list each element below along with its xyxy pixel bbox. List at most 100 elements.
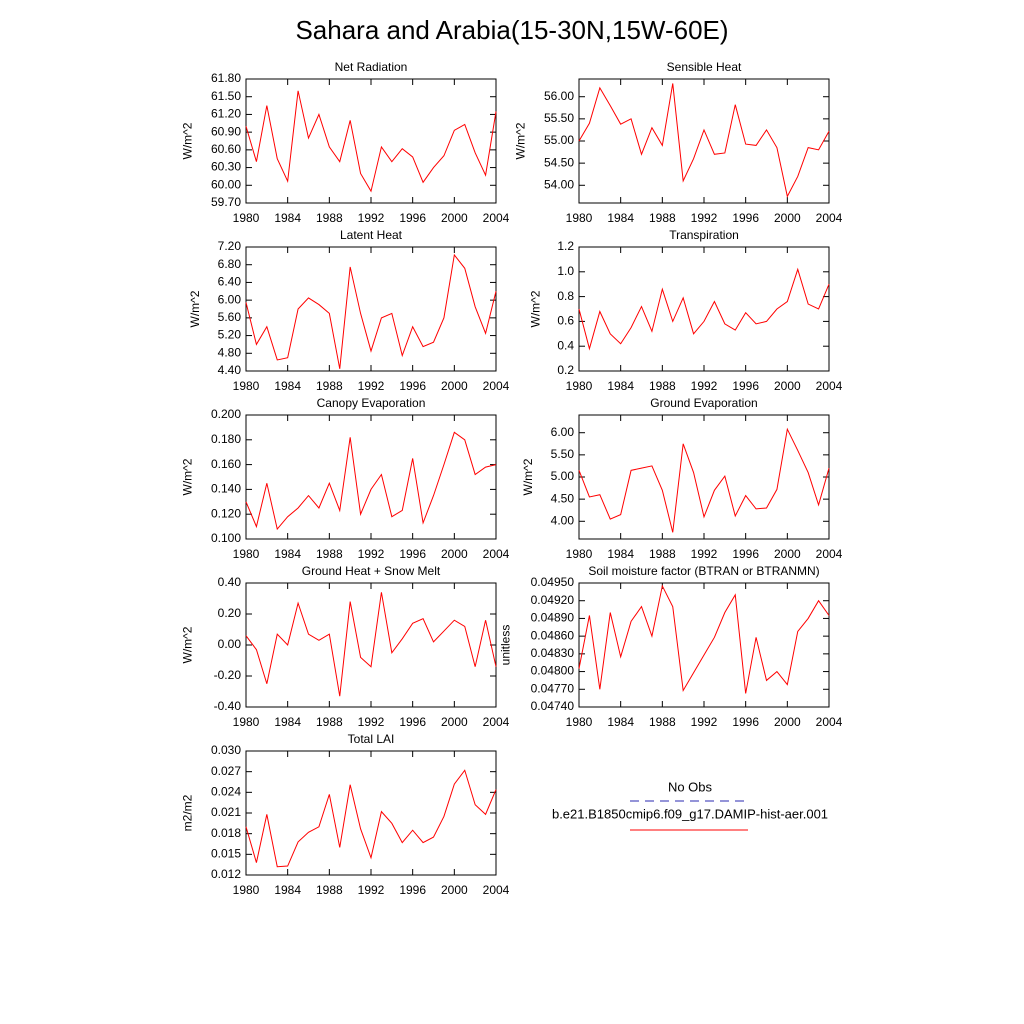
x-tick-label: 1984 xyxy=(607,715,634,729)
y-axis-label: W/m^2 xyxy=(188,290,202,327)
data-line xyxy=(578,83,830,198)
y-tick-label: 54.50 xyxy=(544,155,574,169)
y-tick-label: 55.50 xyxy=(544,111,574,125)
y-tick-label: 6.00 xyxy=(218,292,242,306)
x-tick-label: 1980 xyxy=(566,211,593,225)
x-tick-label: 1996 xyxy=(732,547,759,561)
x-tick-label: 1988 xyxy=(316,715,343,729)
x-tick-label: 1984 xyxy=(274,883,301,897)
x-tick-label: 2004 xyxy=(816,715,843,729)
y-tick-label: 4.40 xyxy=(218,363,242,377)
y-tick-label: 0.012 xyxy=(211,867,241,881)
x-tick-label: 1988 xyxy=(649,547,676,561)
y-tick-label: 0.8 xyxy=(557,289,574,303)
x-tick-label: 1980 xyxy=(566,715,593,729)
x-tick-label: 1980 xyxy=(233,547,260,561)
x-tick-label: 1984 xyxy=(274,379,301,393)
y-tick-label: 61.20 xyxy=(211,107,241,121)
x-tick-label: 1992 xyxy=(691,547,718,561)
x-tick-label: 1996 xyxy=(399,379,426,393)
x-tick-label: 2000 xyxy=(441,379,468,393)
y-tick-label: 0.04860 xyxy=(531,628,575,642)
x-tick-label: 1984 xyxy=(607,211,634,225)
x-tick-label: 1988 xyxy=(649,379,676,393)
x-tick-label: 1988 xyxy=(316,547,343,561)
y-tick-label: 0.027 xyxy=(211,764,241,778)
y-tick-label: 5.20 xyxy=(218,328,242,342)
y-tick-label: 61.80 xyxy=(211,71,241,85)
y-axis-label: W/m^2 xyxy=(514,122,528,159)
x-tick-label: 2000 xyxy=(441,715,468,729)
x-tick-label: 2000 xyxy=(774,379,801,393)
y-tick-label: 55.00 xyxy=(544,133,574,147)
x-tick-label: 2000 xyxy=(441,211,468,225)
y-tick-label: -0.20 xyxy=(214,668,242,682)
data-line xyxy=(578,427,830,533)
y-tick-label: 6.80 xyxy=(218,257,242,271)
y-tick-label: 61.50 xyxy=(211,89,241,103)
y-tick-label: 0.04770 xyxy=(531,681,575,695)
x-tick-label: 2000 xyxy=(774,715,801,729)
y-tick-label: 0.04830 xyxy=(531,646,575,660)
y-tick-label: 56.00 xyxy=(544,89,574,103)
y-tick-label: 0.04890 xyxy=(531,611,575,625)
y-tick-label: 0.00 xyxy=(218,637,242,651)
y-tick-label: 0.04800 xyxy=(531,664,575,678)
x-tick-label: 2004 xyxy=(483,715,510,729)
plot-frame xyxy=(245,582,497,708)
y-tick-label: 5.00 xyxy=(551,469,575,483)
y-axis-label: m2/m2 xyxy=(181,794,195,831)
x-tick-label: 2004 xyxy=(816,547,843,561)
panel-title: Transpiration xyxy=(669,228,739,242)
x-tick-label: 1992 xyxy=(358,379,385,393)
plot-frame xyxy=(245,78,497,204)
y-tick-label: 5.50 xyxy=(551,447,575,461)
y-tick-label: 0.20 xyxy=(218,606,242,620)
x-tick-label: 1988 xyxy=(316,883,343,897)
data-line xyxy=(245,592,497,697)
x-tick-label: 1980 xyxy=(233,715,260,729)
panel-title: Soil moisture factor (BTRAN or BTRANMN) xyxy=(588,564,819,578)
x-tick-label: 1984 xyxy=(607,547,634,561)
panel-title: Sensible Heat xyxy=(667,60,742,74)
y-tick-label: 0.180 xyxy=(211,432,241,446)
y-tick-label: 60.90 xyxy=(211,124,241,138)
x-tick-label: 2000 xyxy=(774,211,801,225)
y-tick-label: 4.00 xyxy=(551,513,575,527)
y-tick-label: 0.04740 xyxy=(531,699,575,713)
legend-label: No Obs xyxy=(668,779,713,794)
x-tick-label: 1996 xyxy=(732,379,759,393)
x-tick-label: 1996 xyxy=(399,883,426,897)
x-tick-label: 1980 xyxy=(566,547,593,561)
y-tick-label: 0.024 xyxy=(211,785,241,799)
y-axis-label: W/m^2 xyxy=(181,122,195,159)
x-tick-label: 1988 xyxy=(649,211,676,225)
x-tick-label: 1980 xyxy=(233,211,260,225)
y-tick-label: 0.6 xyxy=(557,314,574,328)
x-tick-label: 1996 xyxy=(399,547,426,561)
x-tick-label: 1984 xyxy=(607,379,634,393)
y-tick-label: 1.0 xyxy=(557,264,574,278)
y-tick-label: 60.30 xyxy=(211,160,241,174)
x-tick-label: 1980 xyxy=(233,883,260,897)
y-tick-label: 60.00 xyxy=(211,177,241,191)
legend-label: b.e21.B1850cmip6.f09_g17.DAMIP-hist-aer.… xyxy=(552,806,828,821)
y-tick-label: 0.140 xyxy=(211,482,241,496)
panel-title: Ground Heat + Snow Melt xyxy=(302,564,441,578)
y-tick-label: 60.60 xyxy=(211,142,241,156)
x-tick-label: 1992 xyxy=(691,379,718,393)
y-tick-label: 6.40 xyxy=(218,275,242,289)
y-tick-label: 59.70 xyxy=(211,195,241,209)
y-tick-label: 0.40 xyxy=(218,575,242,589)
x-tick-label: 1996 xyxy=(732,715,759,729)
y-tick-label: 0.015 xyxy=(211,847,241,861)
y-tick-label: 0.200 xyxy=(211,407,241,421)
panel-title: Latent Heat xyxy=(340,228,403,242)
y-tick-label: 0.04920 xyxy=(531,593,575,607)
plot-frame xyxy=(578,582,830,708)
y-tick-label: 0.160 xyxy=(211,457,241,471)
y-tick-label: 0.030 xyxy=(211,743,241,757)
panel-title: Canopy Evaporation xyxy=(317,396,426,410)
x-tick-label: 1988 xyxy=(649,715,676,729)
y-tick-label: 0.2 xyxy=(557,363,574,377)
